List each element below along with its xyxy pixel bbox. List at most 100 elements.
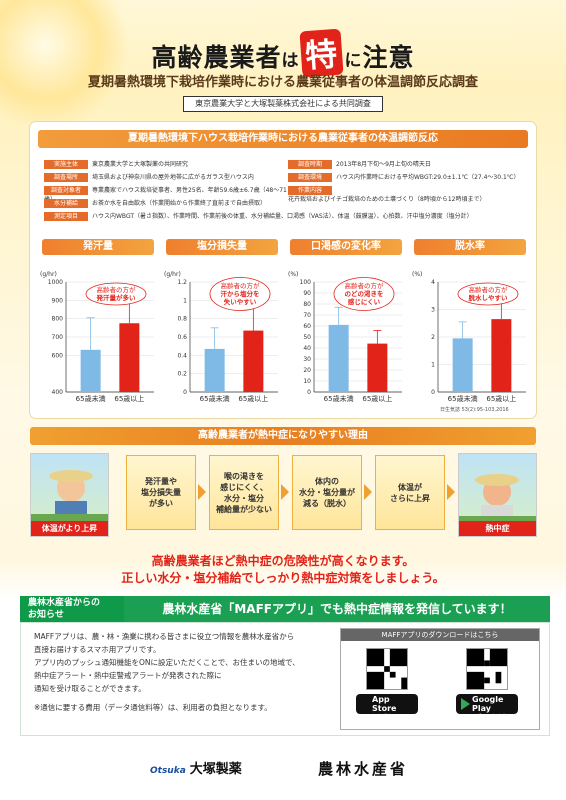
- download-box: [340, 628, 540, 730]
- x-tick-label: 65歳以上: [114, 394, 144, 403]
- y-tick-label: 50: [303, 334, 311, 341]
- y-tick-label: 1.2: [177, 279, 187, 286]
- x-tick-label: 65歳未満: [448, 394, 478, 403]
- notice-label-1: 農林水産省からの: [28, 598, 101, 608]
- x-tick-label: 65歳以上: [238, 394, 268, 403]
- x-tick-label: 65歳未満: [76, 394, 106, 403]
- annotation-bubble: [333, 277, 395, 311]
- annotation-text: 高齢者の方が: [97, 285, 137, 294]
- info-text: 2013年8月下旬〜9月上旬の晴天日: [336, 161, 431, 168]
- bar: [328, 324, 349, 392]
- annotation-text: 汗から塩分を: [221, 289, 260, 298]
- chart-title-dehydration: 脱水率: [414, 239, 526, 255]
- x-tick-label: 65歳以上: [362, 394, 392, 403]
- chart-title-sweat: 発汗量: [42, 239, 154, 255]
- qr-code-android-icon[interactable]: [466, 648, 508, 690]
- annotation-text: 高齢者の方が: [345, 281, 385, 290]
- x-tick-label: 65歳未満: [324, 394, 354, 403]
- cost-note: ※通信に要する費用（データ通信料等）は、利用者の負担となります。: [34, 703, 272, 712]
- title-part-5: 注意: [362, 43, 415, 72]
- y-tick-label: 600: [52, 352, 64, 359]
- download-title: MAFFアプリのダウンロードはこちら: [341, 629, 539, 641]
- app-store-subtext: からダウンロード: [372, 714, 413, 720]
- heatstroke-image: [459, 474, 536, 524]
- chart-salt: (g/hr) 0 0.2 0.4 0.6 0.8 1 1.2 65歳未満 65歳以上 高齢者の方が汗…: [164, 271, 278, 403]
- farmer-image: [31, 470, 108, 524]
- joint-research-label: 東京農業大学と大塚製薬株式会社による共同調査: [183, 96, 383, 112]
- annotation-text: 高齢者の方が: [469, 285, 509, 294]
- info-tag: 実施主体: [44, 160, 88, 169]
- app-store-button[interactable]: App Store からダウンロード: [356, 694, 418, 720]
- chart-title-salt: 塩分損失量: [166, 239, 278, 255]
- info-tag: 調査対象者: [44, 186, 88, 195]
- y-tick-label: 400: [52, 389, 64, 396]
- y-tick-label: 0.6: [177, 334, 187, 341]
- y-axis-unit: (%): [288, 271, 298, 278]
- y-tick-label: 100: [300, 279, 312, 286]
- farmer-illustration-right: 熱中症: [458, 453, 537, 537]
- chart-title-thirst: 口渇感の変化率: [290, 239, 402, 255]
- footer: [0, 742, 566, 800]
- annotation-text: 感じにくい: [348, 297, 381, 306]
- info-text: ハウス内作業時における平均WBGT:29.0±1.1℃（27.4〜30.1℃）: [336, 174, 520, 181]
- info-tag: 調査環境: [288, 173, 332, 182]
- title-part-2: は: [281, 51, 300, 71]
- reason-box: 体内の 水分・塩分量が 減る（脱水）: [292, 455, 362, 530]
- subtitle: 夏期暑熱環境下栽培作業時における農業従事者の体温調節反応調査: [87, 75, 478, 90]
- app-store-text: App Store: [372, 695, 397, 713]
- info-text: お茶か水を自由飲水（作業開始から作業終了直前まで自由摂取）: [92, 200, 267, 207]
- info-row: 調査時期 2013年8月下旬〜9月上旬の晴天日: [288, 160, 533, 169]
- y-tick-label: 4: [431, 279, 435, 286]
- x-tick-label: 65歳以上: [486, 394, 516, 403]
- google-play-icon: [461, 698, 470, 710]
- annotation-bubble: [85, 282, 147, 306]
- y-tick-label: 800: [52, 316, 64, 323]
- google-play-button[interactable]: Google Play で手に入れよう: [456, 694, 518, 720]
- farmer-illustration-left: 体温がより上昇: [30, 453, 109, 537]
- annotation-bubble: [209, 277, 271, 311]
- notice-label-2: お知らせ: [28, 610, 64, 620]
- otsuka-logo-mark: Otsuka: [150, 766, 186, 776]
- info-tag: 調査時期: [288, 160, 332, 169]
- bar: [491, 319, 512, 392]
- notice-panel: [20, 622, 550, 736]
- arrow-icon: [364, 484, 372, 500]
- info-row: 水分補給 お茶か水を自由飲水（作業開始から作業終了直前まで自由摂取）: [44, 199, 534, 208]
- y-tick-label: 70: [303, 312, 311, 319]
- temperature-rise-label: 体温がより上昇: [31, 521, 108, 536]
- y-tick-label: 900: [52, 297, 64, 304]
- title-part-4: に: [344, 51, 363, 71]
- y-tick-label: 0.8: [177, 316, 187, 323]
- info-text: 埼玉県および神奈川県の屋外地帯に広がるガラス型ハウス内: [92, 174, 254, 181]
- info-tag: 調査場所: [44, 173, 88, 182]
- bar: [367, 343, 388, 392]
- y-tick-label: 80: [303, 301, 311, 308]
- y-tick-label: 60: [303, 323, 311, 330]
- y-tick-label: 30: [303, 356, 311, 363]
- y-tick-label: 40: [303, 345, 311, 352]
- bar: [80, 349, 101, 392]
- bar: [119, 323, 140, 392]
- y-tick-label: 1: [431, 362, 435, 369]
- annotation-text: 脱水しやすい: [469, 293, 508, 302]
- y-tick-label: 10: [303, 378, 311, 385]
- y-tick-label: 0: [183, 389, 187, 396]
- info-tag: 測定項目: [44, 212, 88, 221]
- info-row: 測定項目 ハウス内WBGT（暑さ指数）、作業時間、作業前後の体重、水分補給量、口渇…: [44, 212, 534, 221]
- body-line: MAFFアプリは、農・林・漁業に携わる皆さまに役立つ情報を農林水産省から: [34, 632, 295, 641]
- y-tick-label: 1000: [48, 279, 63, 286]
- body-line: アプリ内のプッシュ通知機能をONに設定いただくことで、お住まいの地域で、: [34, 658, 300, 667]
- info-text: 花卉栽培およびイチゴ栽培のための土壌づくり（8時頃から12時頃まで）: [288, 196, 486, 203]
- otsuka-logo: Otsuka 大塚製薬: [150, 758, 242, 777]
- qr-code-ios-icon[interactable]: [366, 648, 408, 690]
- reason-box: 発汗量や 塩分損失量 が多い: [126, 455, 196, 530]
- maff-banner: 農林水産省「MAFFアプリ」でも熱中症情報を発信しています！: [124, 596, 550, 622]
- notice-label: 農林水産省からの お知らせ: [20, 596, 124, 622]
- y-tick-label: 3: [431, 307, 435, 314]
- y-tick-label: 0.2: [177, 371, 187, 378]
- chart-thirst: (%) 0 10 20 30 40 50 60 70 80 90 100 65歳未満 65歳以上 高齢者の方…: [288, 271, 402, 403]
- notice-body: MAFFアプリは、農・林・漁業に携わる皆さまに役立つ情報を農林水産省から 直接お…: [34, 630, 334, 714]
- annotation-text: 高齢者の方が: [221, 281, 261, 290]
